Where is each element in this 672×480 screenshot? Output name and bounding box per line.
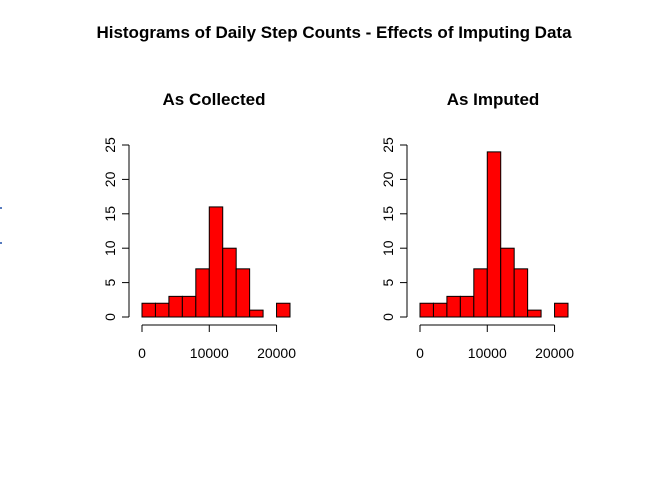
x-tick-label-as-imputed-0: 0 <box>416 345 424 361</box>
bar-as-imputed-8 <box>527 309 542 318</box>
y-tick-label-as-imputed-25: 25 <box>380 137 396 153</box>
bar-as-imputed-0 <box>419 302 434 318</box>
axes-as-collected: 0 5 10 15 20 25 0 10000 20000 <box>102 137 296 361</box>
x-tick-label-as-collected-10000: 10000 <box>190 345 229 361</box>
x-tick-label-as-imputed-20000: 20000 <box>535 345 574 361</box>
bar-as-imputed-10 <box>554 302 569 318</box>
y-tick-label-as-collected-5: 5 <box>102 278 118 286</box>
bar-as-imputed-1 <box>432 302 448 318</box>
y-tick-label-as-collected-0: 0 <box>102 313 118 321</box>
bar-as-collected-2 <box>168 295 183 318</box>
y-tick-label-as-collected-15: 15 <box>102 206 118 222</box>
panel-title-as-imputed: As Imputed <box>447 90 540 109</box>
panel-as-imputed: As Imputed 0 5 10 15 20 25 0 10000 20000 <box>380 90 574 361</box>
bar-as-collected-8 <box>249 309 264 318</box>
axes-as-imputed: 0 5 10 15 20 25 0 10000 20000 <box>380 137 574 361</box>
bar-as-collected-0 <box>141 302 156 318</box>
bar-as-imputed-5 <box>486 151 502 318</box>
bar-as-collected-5 <box>208 206 224 318</box>
y-tick-label-as-imputed-20: 20 <box>380 171 396 187</box>
bars-as-imputed <box>419 151 569 318</box>
y-tick-label-as-imputed-5: 5 <box>380 278 396 286</box>
figure-title: Histograms of Daily Step Counts - Effect… <box>96 23 572 42</box>
y-tick-label-as-imputed-0: 0 <box>380 313 396 321</box>
bar-as-collected-1 <box>154 302 170 318</box>
bar-as-imputed-7 <box>513 268 529 318</box>
panel-as-collected: As Collected 0 5 10 15 20 25 0 10000 20000 <box>102 90 296 361</box>
bar-as-imputed-6 <box>500 247 515 318</box>
bar-as-imputed-4 <box>473 268 488 318</box>
bar-as-collected-10 <box>276 302 291 318</box>
y-tick-label-as-imputed-15: 15 <box>380 206 396 222</box>
panel-title-as-collected: As Collected <box>163 90 266 109</box>
bar-as-collected-3 <box>181 295 197 318</box>
x-tick-label-as-collected-20000: 20000 <box>257 345 296 361</box>
bar-as-collected-7 <box>235 268 251 318</box>
y-tick-label-as-collected-10: 10 <box>102 240 118 256</box>
y-tick-label-as-imputed-10: 10 <box>380 240 396 256</box>
bars-as-collected <box>141 206 291 318</box>
x-tick-label-as-collected-0: 0 <box>138 345 146 361</box>
y-tick-label-as-collected-20: 20 <box>102 171 118 187</box>
bar-as-imputed-2 <box>446 295 461 318</box>
y-tick-label-as-collected-25: 25 <box>102 137 118 153</box>
bar-as-collected-6 <box>222 247 237 318</box>
bar-as-collected-4 <box>195 268 210 318</box>
x-tick-label-as-imputed-10000: 10000 <box>468 345 507 361</box>
bar-as-imputed-3 <box>459 295 475 318</box>
